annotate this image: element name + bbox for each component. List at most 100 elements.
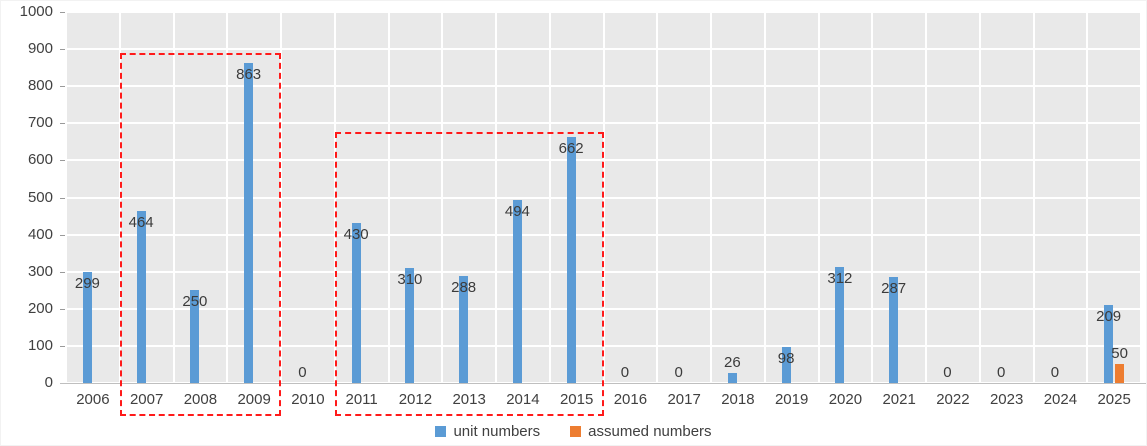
v-gridline <box>280 12 282 383</box>
v-gridline <box>387 12 390 383</box>
data-label-2019: 98 <box>777 349 795 367</box>
x-axis-label-2018: 2018 <box>721 391 755 408</box>
x-axis-label-2024: 2024 <box>1043 391 1078 408</box>
v-gridline <box>925 12 927 383</box>
data-label-2013: 288 <box>451 279 477 297</box>
y-axis-label: 200 <box>27 299 53 317</box>
data-label-2017: 0 <box>674 364 683 381</box>
y-axis-label: 900 <box>27 40 53 58</box>
y-axis-tick <box>60 197 65 199</box>
y-axis-label: 600 <box>27 151 53 169</box>
red-dashed-highlight-2011-2015 <box>334 132 604 416</box>
x-axis-label-2021: 2021 <box>882 391 916 408</box>
x-axis-label-2009: 2009 <box>237 391 271 408</box>
v-gridline <box>1140 12 1142 383</box>
bar-unit-numbers <box>82 272 92 383</box>
bar-unit-numbers <box>566 137 576 383</box>
bar-unit-numbers <box>190 290 200 383</box>
y-axis-label: 400 <box>27 225 53 243</box>
x-axis-label-2015: 2015 <box>559 391 594 408</box>
data-label-2025-assumed: 50 <box>1111 345 1128 363</box>
bar-unit-numbers <box>405 267 415 383</box>
v-gridline <box>548 12 551 383</box>
legend-item-assumed-numbers: assumed numbers <box>570 423 712 440</box>
red-dashed-highlight-2007-2009 <box>119 52 281 416</box>
v-gridline <box>441 12 444 383</box>
data-label-2020: 312 <box>827 270 853 288</box>
data-label-2012: 310 <box>397 270 423 288</box>
legend-item-unit-numbers: unit numbers <box>435 423 540 440</box>
data-label-2011: 430 <box>343 226 369 244</box>
x-axis-label-2025: 2025 <box>1097 391 1131 408</box>
legend-label-unit-numbers: unit numbers <box>453 423 541 440</box>
x-axis-label-2016: 2016 <box>613 391 648 408</box>
x-axis-label-2020: 2020 <box>828 391 863 408</box>
data-label-2010: 0 <box>298 364 307 381</box>
data-label-2009: 863 <box>236 65 262 83</box>
y-axis-tick <box>60 86 65 88</box>
x-axis-label-2019: 2019 <box>774 391 809 408</box>
data-label-2024: 0 <box>1050 364 1060 381</box>
data-label-2006: 299 <box>74 275 100 293</box>
legend-label-assumed-numbers: assumed numbers <box>588 423 712 440</box>
data-label-2025: 209 <box>1096 308 1122 326</box>
v-gridline <box>226 12 229 383</box>
bar-unit-numbers <box>459 276 469 383</box>
x-axis-label-2023: 2023 <box>989 391 1024 408</box>
legend-swatch-unit-numbers <box>435 426 447 437</box>
data-label-2022: 0 <box>943 364 952 381</box>
v-gridline <box>871 12 874 383</box>
x-axis-label-2007: 2007 <box>129 391 164 408</box>
data-label-2016: 0 <box>620 364 630 381</box>
v-gridline <box>1086 12 1089 383</box>
y-axis-tick <box>60 123 65 125</box>
x-axis-label-2013: 2013 <box>452 391 486 408</box>
x-axis-label-2011: 2011 <box>345 391 378 408</box>
x-axis-label-2014: 2014 <box>506 391 540 408</box>
y-axis-tick <box>60 271 65 273</box>
y-axis-tick <box>60 234 65 236</box>
v-gridline <box>656 12 659 383</box>
y-axis-label: 100 <box>27 336 53 354</box>
data-label-2018: 26 <box>724 354 741 372</box>
v-gridline <box>495 12 497 383</box>
x-axis-label-2008: 2008 <box>183 391 218 408</box>
data-label-2021: 287 <box>881 279 907 297</box>
y-axis-label: 500 <box>27 188 53 206</box>
y-axis-tick <box>60 345 65 347</box>
chart-legend: unit numbers assumed numbers <box>1 423 1146 440</box>
bar-unit-numbers <box>512 199 522 383</box>
y-axis-label: 800 <box>27 77 53 95</box>
v-gridline <box>978 12 981 383</box>
v-gridline <box>710 12 712 383</box>
v-gridline <box>172 12 175 383</box>
data-label-2015: 662 <box>558 140 584 158</box>
data-label-2023: 0 <box>996 364 1006 381</box>
bar-unit-numbers <box>244 62 254 383</box>
bar-unit-numbers <box>889 276 899 383</box>
y-axis-tick <box>60 160 65 162</box>
v-gridline <box>817 12 820 383</box>
y-axis-tick <box>60 12 65 13</box>
bar-unit-numbers <box>835 267 845 383</box>
x-axis-label-2010: 2010 <box>291 391 325 408</box>
v-gridline <box>1032 12 1035 383</box>
bar-unit-numbers <box>1104 305 1114 383</box>
legend-swatch-assumed-numbers <box>570 426 582 437</box>
y-axis-label: 1000 <box>19 3 53 20</box>
y-axis-label: 0 <box>44 374 53 391</box>
y-axis-tick <box>60 49 65 51</box>
data-label-2008: 250 <box>182 293 208 311</box>
bar-unit-numbers <box>727 373 737 383</box>
v-gridline <box>602 12 605 383</box>
bar-unit-numbers <box>136 210 146 383</box>
y-axis-label: 700 <box>27 114 53 132</box>
y-axis-label: 300 <box>27 262 53 280</box>
x-axis-label-2006: 2006 <box>76 391 110 408</box>
bar-unit-numbers <box>781 346 791 383</box>
y-axis-tick <box>60 308 65 310</box>
x-axis-label-2012: 2012 <box>398 391 433 408</box>
v-gridline <box>65 12 67 383</box>
bar-assumed-numbers <box>1115 364 1125 383</box>
